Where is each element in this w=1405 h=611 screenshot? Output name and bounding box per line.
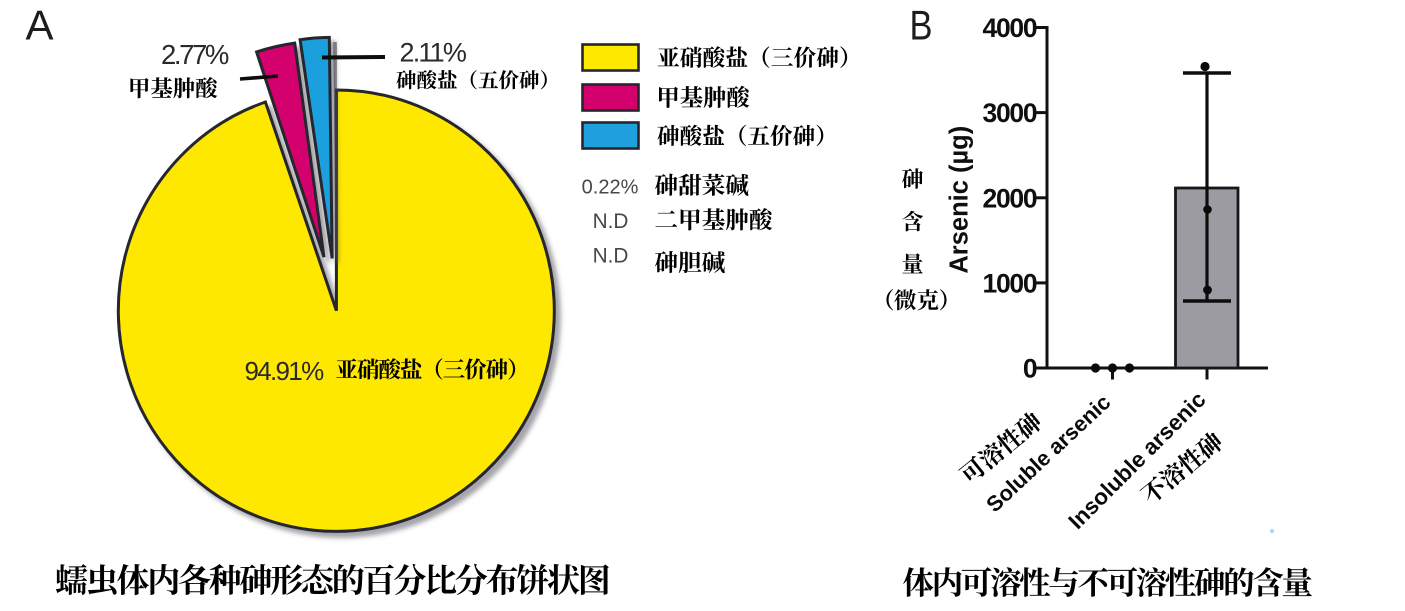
svg-text:N.D: N.D xyxy=(593,210,629,233)
svg-text:1000: 1000 xyxy=(983,268,1037,298)
svg-text:94.91%: 94.91% xyxy=(245,356,325,386)
svg-text:4000: 4000 xyxy=(983,13,1037,43)
svg-text:Arsenic (µg): Arsenic (µg) xyxy=(946,126,974,274)
svg-text:2000: 2000 xyxy=(983,183,1037,213)
svg-text:A: A xyxy=(26,2,54,49)
svg-text:3000: 3000 xyxy=(983,98,1037,128)
svg-text:B: B xyxy=(910,2,933,49)
svg-text:0.22%: 0.22% xyxy=(582,177,639,199)
svg-text:2.11%: 2.11% xyxy=(400,38,467,68)
svg-text:N.D: N.D xyxy=(593,244,629,267)
svg-text:2.77%: 2.77% xyxy=(161,39,229,70)
svg-text:0: 0 xyxy=(1023,354,1037,384)
